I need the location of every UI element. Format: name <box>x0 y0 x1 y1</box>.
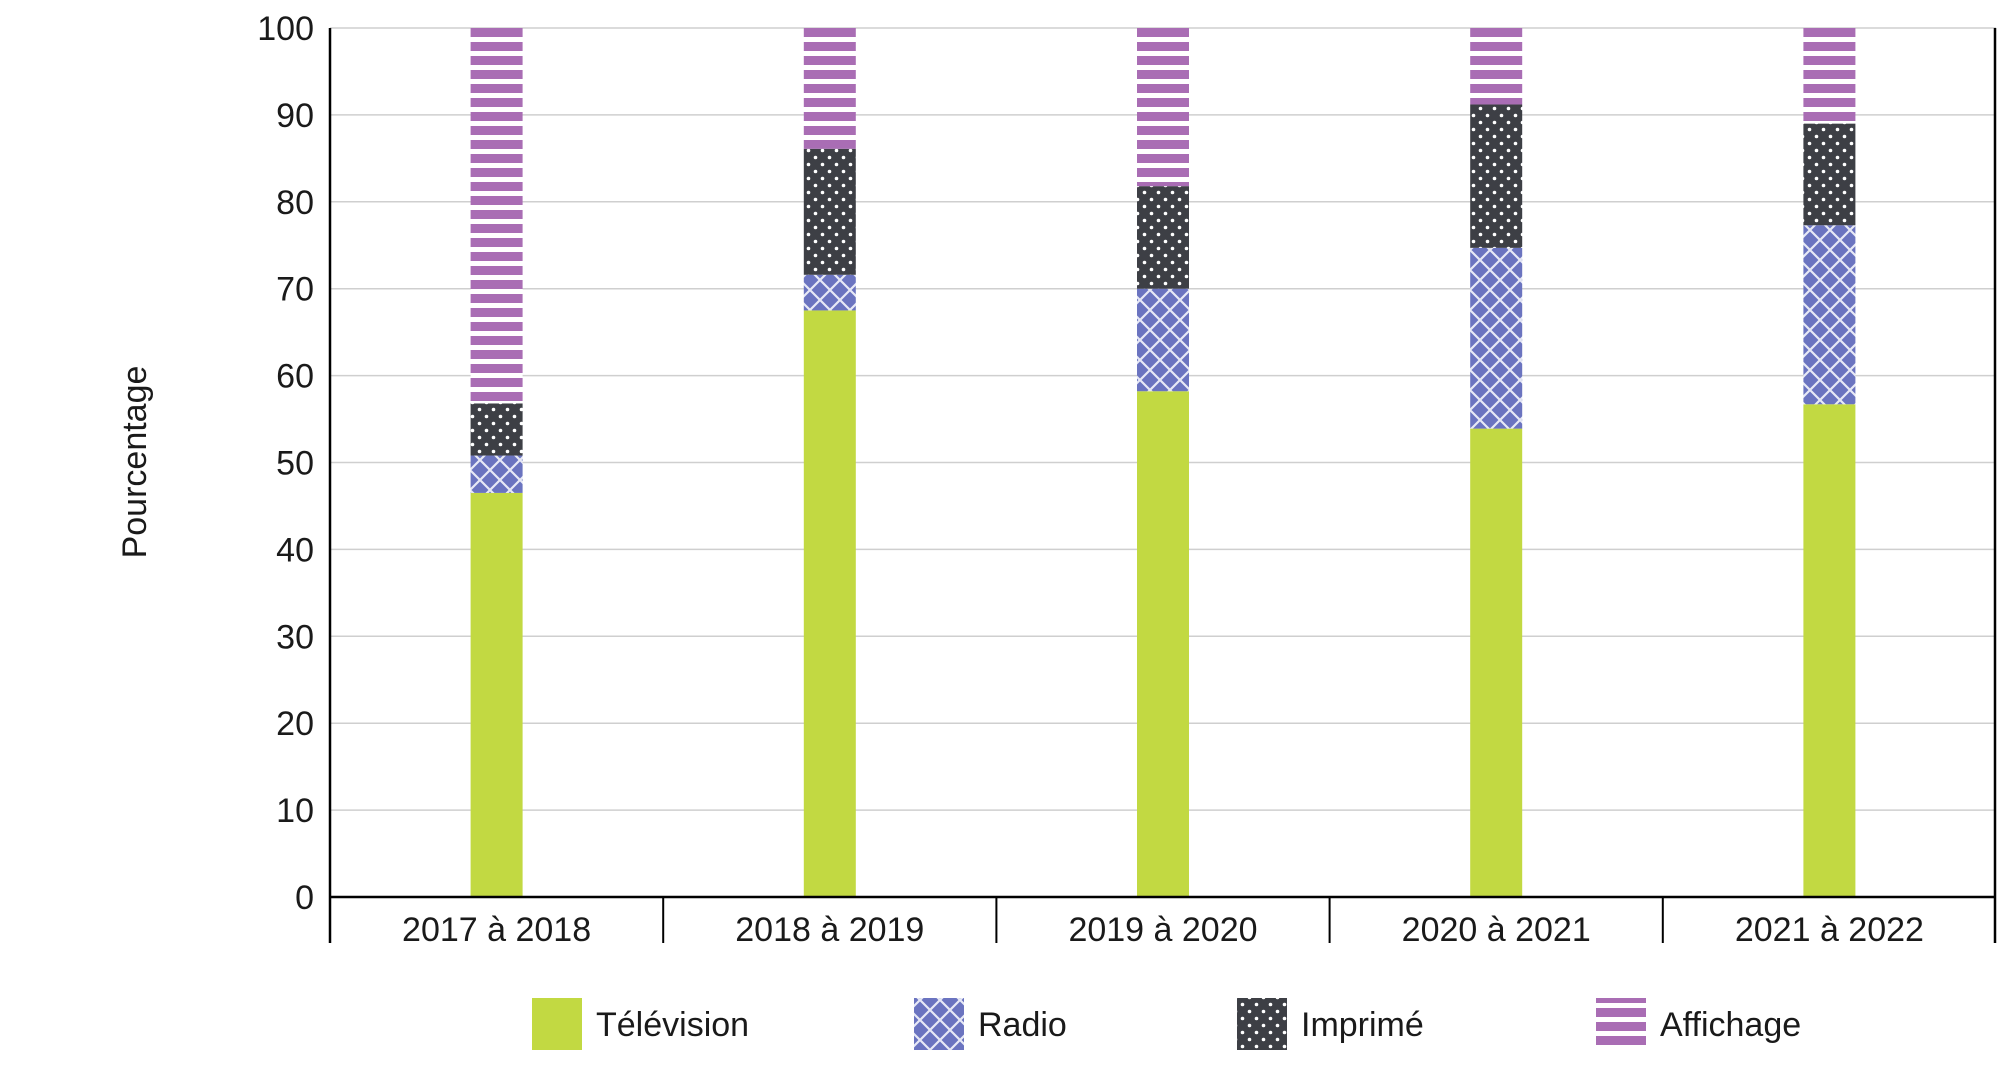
y-tick-labels: 0 10 20 30 40 50 60 70 80 90 100 <box>257 10 314 917</box>
bar-segment <box>470 403 523 456</box>
legend-label: Radio <box>978 1006 1067 1044</box>
x-category-label: 2021 à 2022 <box>1735 911 1924 949</box>
bar-segment <box>470 28 523 404</box>
bar-segment <box>1470 28 1523 105</box>
y-tick-label: 60 <box>276 358 314 396</box>
x-category-label: 2020 à 2021 <box>1402 911 1591 949</box>
y-tick-label: 70 <box>276 271 314 309</box>
bar-segment <box>1803 123 1856 226</box>
x-category-label: 2018 à 2019 <box>735 911 924 949</box>
y-tick-label: 0 <box>295 879 314 917</box>
x-category-label: 2017 à 2018 <box>402 911 591 949</box>
bar-segment <box>1137 186 1189 289</box>
bar-segment <box>1137 288 1189 392</box>
y-tick-label: 80 <box>276 184 314 222</box>
bar-segment <box>803 274 856 311</box>
legend-label: Affichage <box>1660 1006 1801 1044</box>
bar-segment <box>470 455 523 493</box>
bar-segment <box>470 492 523 897</box>
y-tick-label: 40 <box>276 531 314 569</box>
y-axis-title: Pourcentage <box>116 366 154 559</box>
y-tick-label: 50 <box>276 445 314 483</box>
axes <box>328 28 1997 943</box>
legend-swatch <box>532 998 582 1050</box>
bar-segment <box>1470 104 1523 248</box>
legend: Télévision Radio Imprimé Affichage <box>532 998 1801 1050</box>
bar-segment <box>803 148 856 275</box>
y-tick-label: 30 <box>276 618 314 656</box>
legend-swatch <box>914 998 964 1050</box>
y-tick-label: 90 <box>276 97 314 135</box>
bar-segment <box>1803 225 1856 405</box>
bar-segment <box>803 28 856 149</box>
x-category-label: 2019 à 2020 <box>1068 911 1257 949</box>
bar-segment <box>1803 404 1856 897</box>
bar-segment <box>1470 247 1523 429</box>
bar-segment <box>1803 28 1856 124</box>
legend-swatch <box>1237 998 1287 1050</box>
legend-label: Imprimé <box>1301 1006 1424 1044</box>
x-category-labels: 2017 à 2018 2018 à 2019 2019 à 2020 2020 à … <box>402 911 1924 949</box>
bar-segment <box>1470 428 1523 897</box>
y-tick-label: 10 <box>276 792 314 830</box>
bar-segment <box>1137 28 1189 187</box>
bars <box>470 28 1856 897</box>
bar-segment <box>803 310 856 897</box>
legend-label: Télévision <box>596 1006 749 1044</box>
bar-segment <box>1137 391 1189 897</box>
y-tick-label: 100 <box>257 10 314 48</box>
legend-swatch <box>1596 998 1646 1050</box>
y-tick-label: 20 <box>276 705 314 743</box>
